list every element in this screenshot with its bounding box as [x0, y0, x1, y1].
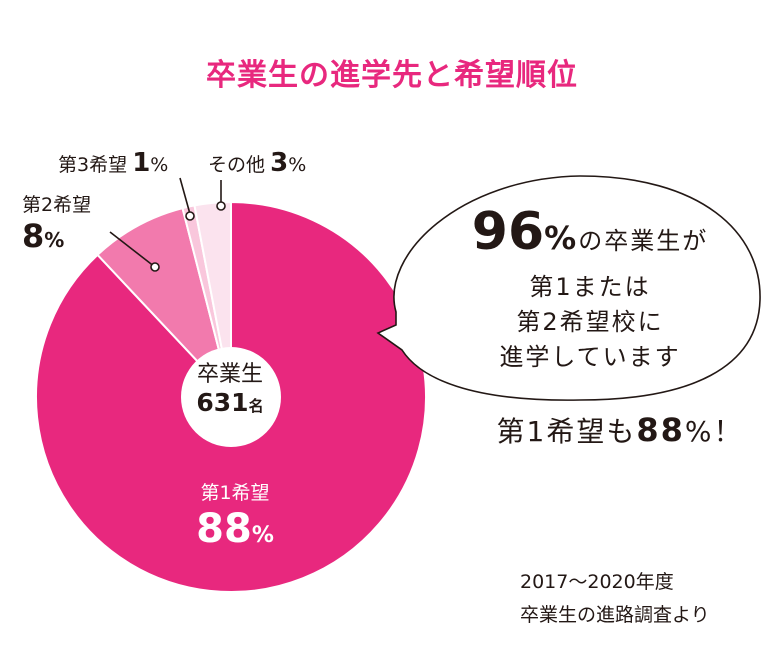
bubble-text: 96%の卒業生が 第1または 第2希望校に 進学しています [440, 195, 740, 375]
leader-dot-third [185, 211, 195, 221]
bubble-pct: % [544, 219, 579, 257]
second-value: 8 [22, 217, 45, 255]
pie-center-hole [181, 347, 281, 447]
leader-lines [109, 177, 226, 272]
other-name: その他 [208, 154, 266, 176]
first-unit: % [251, 523, 274, 548]
first-name: 第1希望 [200, 482, 270, 504]
pie-slice-2 [96, 206, 232, 398]
chart-title: 卒業生の進学先と希望順位 [206, 58, 578, 93]
bubble-line2: 第1または [529, 273, 651, 302]
third-unit: % [150, 154, 169, 176]
other-unit: % [288, 154, 307, 176]
other-label: その他 3% [208, 148, 306, 178]
second-name: 第2希望 [22, 194, 92, 216]
leader-line-second [109, 231, 156, 268]
note-value: 88 [636, 411, 685, 449]
third-name: 第3希望 [58, 154, 128, 176]
center-count: 631 [196, 388, 249, 418]
first-value: 88 [196, 506, 252, 552]
bubble-big-number: 96 [471, 202, 545, 262]
first-label: 第1希望 88% [180, 478, 290, 553]
second-label: 第2希望 8% [22, 190, 91, 255]
source-line1: 2017〜2020年度 [520, 571, 674, 593]
center-count-unit: 名 [248, 397, 264, 416]
leader-dot-other [216, 201, 226, 211]
source-note: 2017〜2020年度 卒業生の進路調査より [520, 566, 710, 633]
leader-dot-second [150, 262, 160, 272]
source-line2: 卒業生の進路調査より [520, 604, 710, 627]
third-label: 第3希望 1% [58, 148, 168, 178]
note-prefix: 第1希望も [496, 415, 637, 448]
second-unit: % [44, 228, 65, 252]
pie-center-label: 卒業生 631名 [185, 362, 275, 418]
note-suffix: %！ [684, 415, 744, 448]
highlight-note: 第1希望も88%！ [470, 410, 770, 450]
center-line1: 卒業生 [196, 362, 263, 387]
bubble-line4: 進学しています [499, 342, 681, 371]
third-value: 1 [132, 148, 151, 178]
other-value: 3 [270, 148, 289, 178]
bubble-line3: 第2希望校に [516, 308, 664, 337]
bubble-rest: の卒業生が [578, 227, 709, 255]
leader-line-third [179, 177, 191, 215]
speech-bubble [376, 175, 761, 401]
